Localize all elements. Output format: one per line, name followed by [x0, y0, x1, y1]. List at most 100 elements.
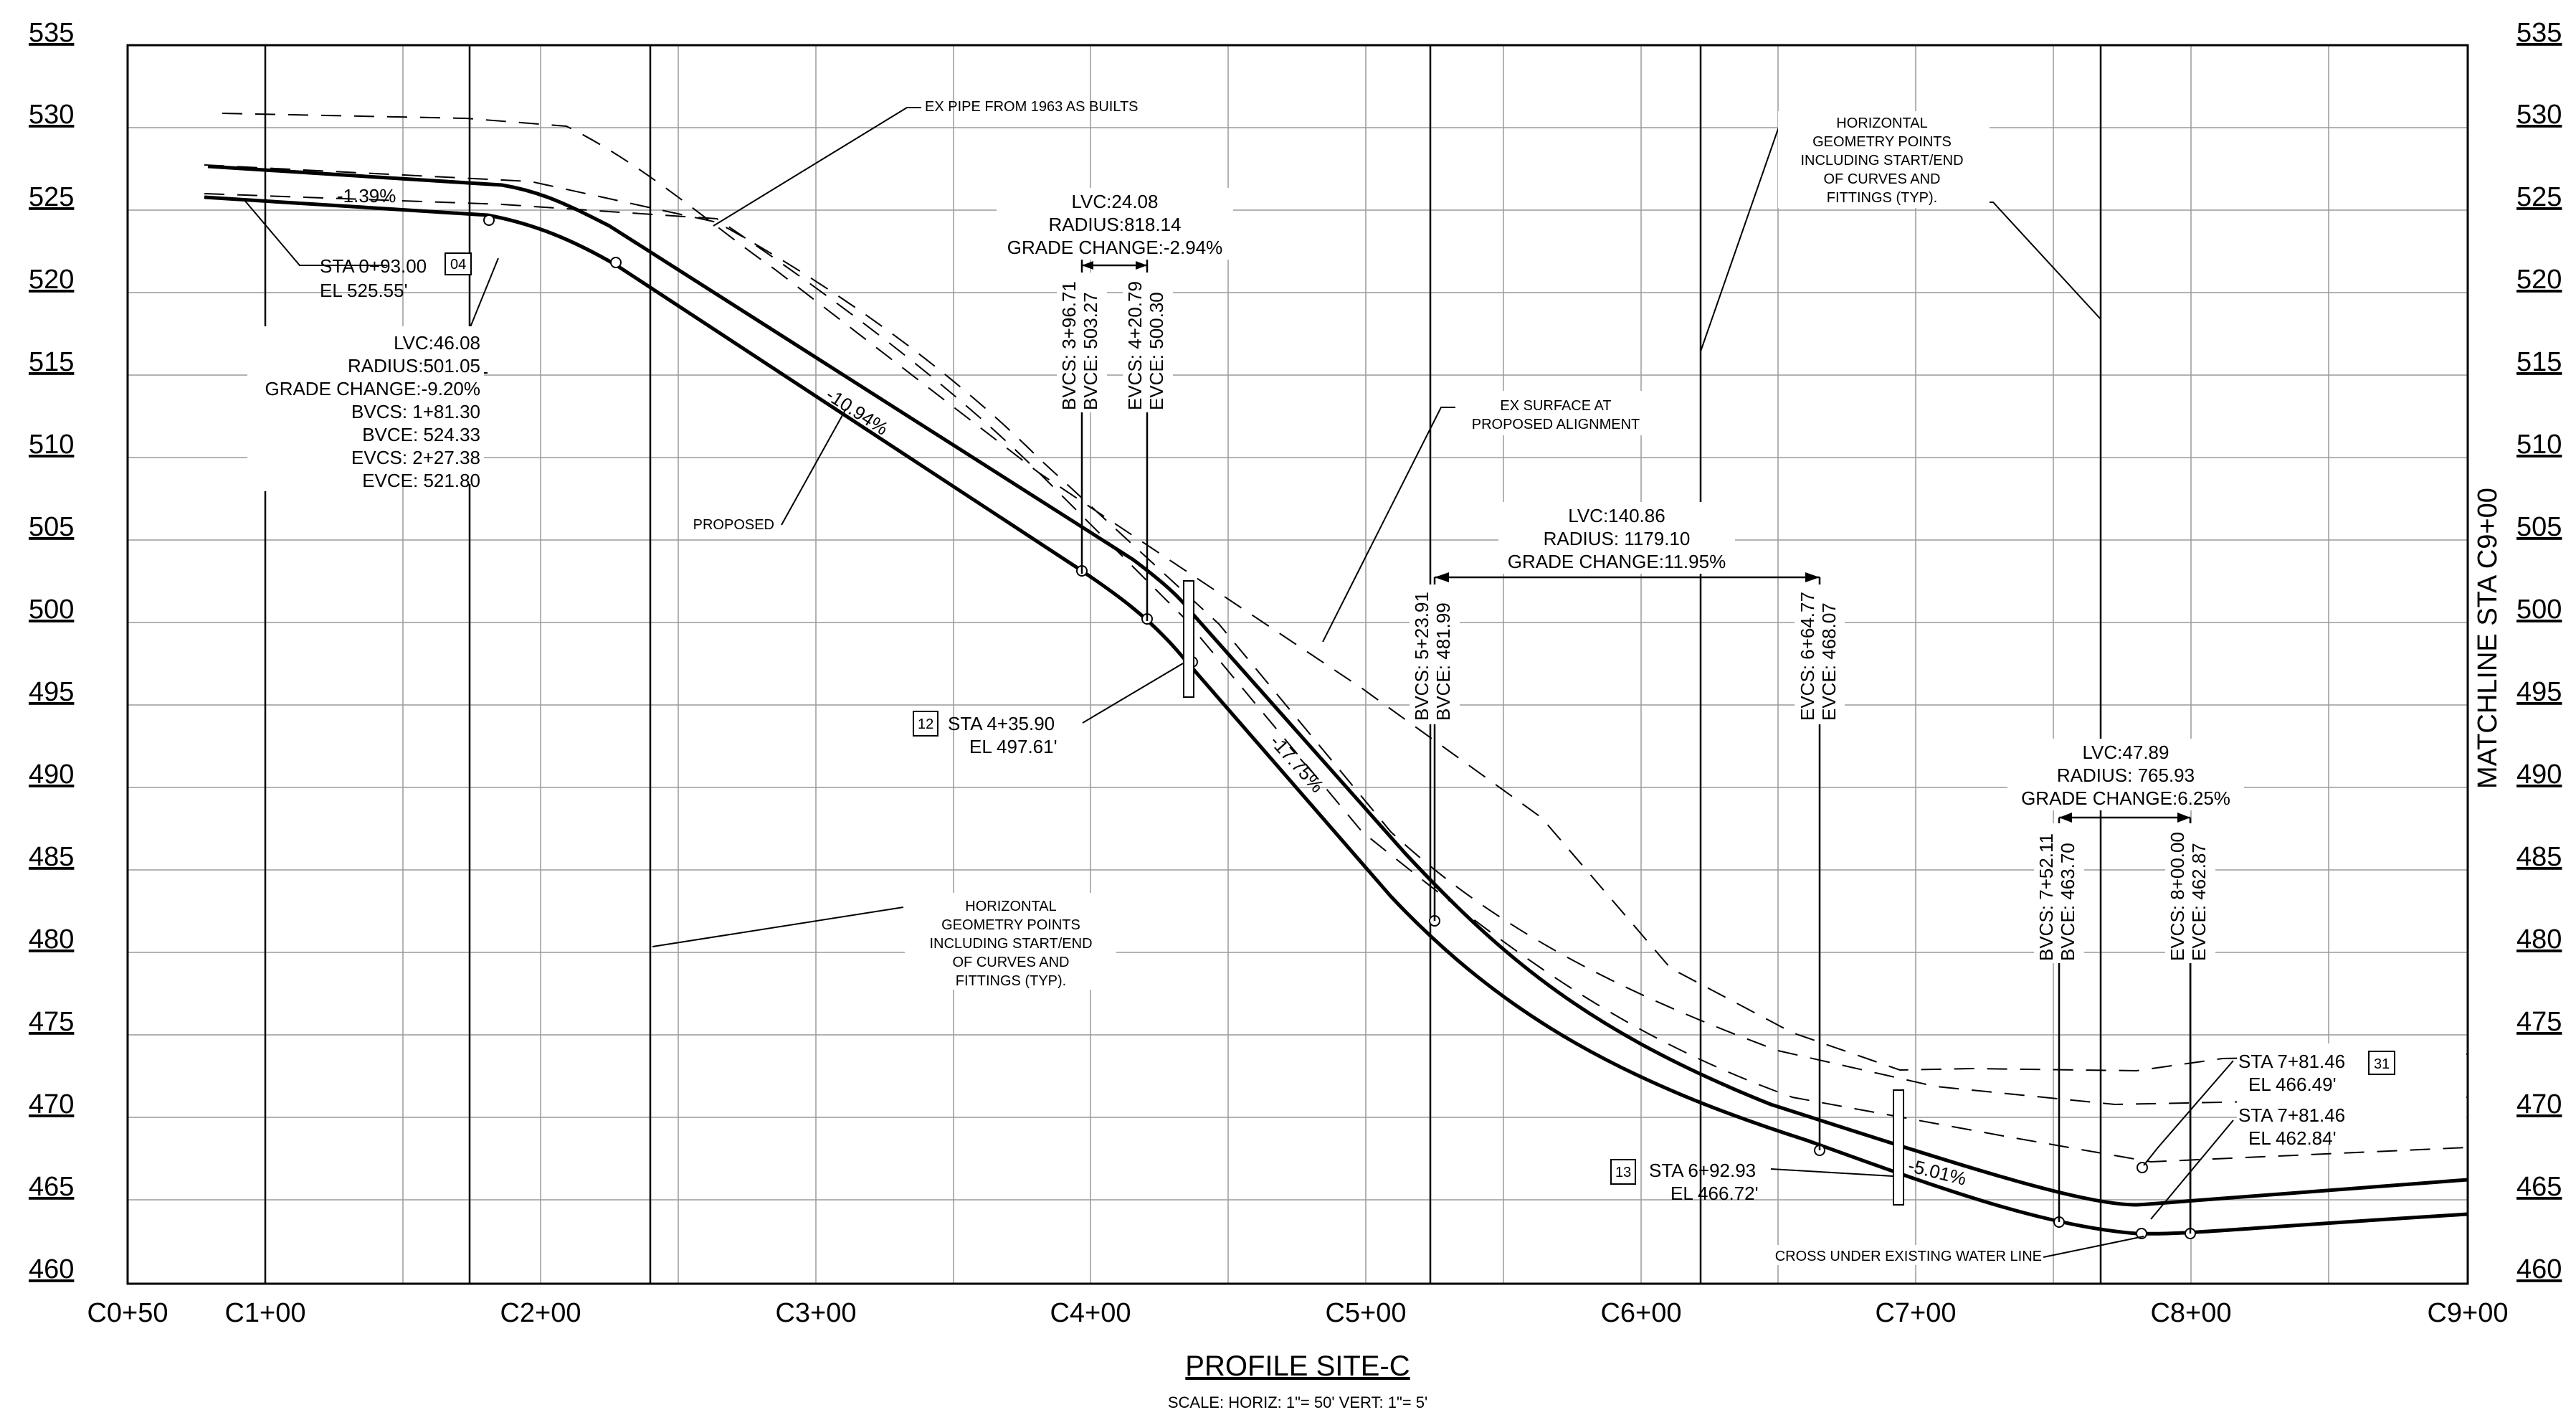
elev-500-left: 500	[29, 595, 74, 625]
vc2-evcs: EVCS: 4+20.79	[1124, 281, 1146, 410]
elev-535-right: 535	[2516, 18, 2562, 48]
callout-ex-surface: EX SURFACE AT PROPOSED ALIGNMENT	[1322, 391, 1656, 643]
station-c5-00: C5+00	[1325, 1298, 1406, 1328]
vc1-line-6: EVCS: 2+27.38	[351, 447, 480, 468]
horiz-top-line-5: FITTINGS (TYP).	[1827, 190, 1937, 206]
elev-475-right: 475	[2516, 1007, 2562, 1037]
station-c2-00: C2+00	[500, 1298, 581, 1328]
callout-sta-7-81: STA 7+81.46 31 EL 466.49' STA 7+81.46 EL…	[2143, 1043, 2466, 1220]
vc4-bvcs: BVCS: 7+52.11	[2035, 833, 2057, 961]
vc4-line-2: RADIUS: 765.93	[2057, 764, 2195, 786]
existing-profiles	[204, 113, 2468, 1163]
vc2-line-2: RADIUS:818.14	[1049, 214, 1182, 235]
vc4-evcs: EVCS: 8+00.00	[2167, 832, 2188, 961]
elev-535-left: 535	[29, 18, 74, 48]
cross-under-label: CROSS UNDER EXISTING WATER LINE	[1775, 1249, 2042, 1264]
elev-485-right: 485	[2516, 842, 2562, 872]
station-c4-00: C4+00	[1050, 1298, 1131, 1328]
callout-sta-0-93: STA 0+93.00 04 EL 525.55'	[243, 199, 472, 301]
vc2-evce: EVCE: 500.30	[1146, 292, 1167, 410]
callout-ex-pipe: EX PIPE FROM 1963 AS BUILTS	[713, 99, 1139, 227]
elev-500-right: 500	[2516, 595, 2562, 625]
sta-7-81-label-b: STA 7+81.46	[2238, 1104, 2345, 1126]
elev-505-left: 505	[29, 512, 74, 542]
elev-515-right: 515	[2516, 347, 2562, 377]
callout-proposed: PROPOSED	[693, 408, 847, 533]
sta-0-93-el: EL 525.55'	[320, 280, 408, 301]
station-c0-50: C0+50	[87, 1298, 168, 1328]
elev-515-left: 515	[29, 347, 74, 377]
profile-title: PROFILE SITE-C	[1185, 1350, 1410, 1382]
elev-480-left: 480	[29, 924, 74, 955]
vc3-evce: EVCE: 468.07	[1818, 602, 1840, 721]
proposed-pipe-top	[207, 164, 2468, 1207]
vc1-line-1: LVC:46.08	[394, 332, 480, 354]
station-labels: C0+50 C1+00 C2+00 C3+00 C4+00 C5+00 C6+0…	[87, 1298, 2508, 1328]
vc2-line-1: LVC:24.08	[1072, 191, 1159, 212]
vc2-bvce: BVCE: 503.27	[1080, 292, 1101, 410]
elev-465-left: 465	[29, 1172, 74, 1202]
ex-surface-line-2: PROPOSED ALIGNMENT	[1472, 417, 1640, 432]
vc4-line-3: GRADE CHANGE:6.25%	[2021, 787, 2230, 809]
horiz-top-line-4: OF CURVES AND	[1824, 171, 1941, 187]
callout-horizontal-top: HORIZONTAL GEOMETRY POINTS INCLUDING STA…	[1700, 111, 2101, 352]
existing-ground-upper	[222, 113, 2468, 1072]
proposed-pipe-bottom	[204, 195, 2468, 1236]
vc4-evce: EVCE: 462.87	[2188, 843, 2210, 961]
station-c1-00: C1+00	[224, 1298, 305, 1328]
elev-470-right: 470	[2516, 1089, 2562, 1119]
crossing-marker-sta-6-92	[1893, 1089, 1904, 1206]
vc1-line-3: GRADE CHANGE:-9.20%	[265, 378, 480, 399]
station-c8-00: C8+00	[2150, 1298, 2231, 1328]
profile-frame	[126, 44, 2469, 1285]
elevation-scale-left: 535 530 525 520 515 510 505 500 495 490 …	[29, 18, 74, 1284]
horiz-bottom-line-4: OF CURVES AND	[953, 955, 1070, 970]
vc2-line-3: GRADE CHANGE:-2.94%	[1007, 237, 1223, 258]
elev-520-left: 520	[29, 265, 74, 295]
vc3-line-1: LVC:140.86	[1568, 505, 1665, 526]
station-c3-00: C3+00	[775, 1298, 856, 1328]
tag-12: 12	[918, 716, 933, 732]
existing-pipe-1963	[204, 164, 2468, 1106]
elev-525-right: 525	[2516, 182, 2562, 212]
sta-7-81-el-b: EL 462.84'	[2248, 1127, 2337, 1149]
callout-cross-under: CROSS UNDER EXISTING WATER LINE	[1749, 1236, 2144, 1265]
profile-nodes	[483, 214, 2196, 1239]
tag-13: 13	[1615, 1165, 1631, 1180]
sta-6-92-label: STA 6+92.93	[1649, 1160, 1756, 1181]
elev-510-left: 510	[29, 430, 74, 460]
vc4-line-1: LVC:47.89	[2083, 742, 2169, 763]
horiz-bottom-line-3: INCLUDING START/END	[929, 936, 1092, 952]
grade-label-1: -1.39%	[337, 185, 396, 207]
horiz-top-line-3: INCLUDING START/END	[1800, 153, 1963, 169]
elev-460-left: 460	[29, 1254, 74, 1284]
vc1-line-4: BVCS: 1+81.30	[351, 401, 480, 422]
elev-485-left: 485	[29, 842, 74, 872]
elev-530-right: 530	[2516, 100, 2562, 130]
vc4-block: LVC:47.89 RADIUS: 765.93 GRADE CHANGE:6.…	[2007, 739, 2244, 1234]
elevation-scale-right: 535 530 525 520 515 510 505 500 495 490 …	[2516, 18, 2562, 1284]
ex-pipe-label: EX PIPE FROM 1963 AS BUILTS	[925, 99, 1139, 115]
vc1-block: LVC:46.08 RADIUS:501.05 GRADE CHANGE:-9.…	[247, 257, 499, 491]
proposed-label: PROPOSED	[693, 517, 774, 533]
elev-495-left: 495	[29, 677, 74, 707]
station-c7-00: C7+00	[1875, 1298, 1956, 1328]
horiz-bottom-line-5: FITTINGS (TYP).	[956, 973, 1066, 989]
grade-label-2: -10.94%	[822, 384, 893, 440]
vc2-bvcs: BVCS: 3+96.71	[1058, 281, 1080, 410]
elev-490-left: 490	[29, 759, 74, 790]
elev-530-left: 530	[29, 100, 74, 130]
grid	[128, 45, 2468, 1284]
profile-scale: SCALE: HORIZ: 1"= 50' VERT: 1"= 5'	[1168, 1393, 1427, 1411]
vc3-bvcs: BVCS: 5+23.91	[1411, 592, 1432, 721]
vc1-line-5: BVCE: 524.33	[362, 424, 480, 445]
vc1-line-7: EVCE: 521.80	[362, 470, 480, 491]
matchline-label: MATCHLINE STA C9+00	[2473, 488, 2503, 789]
elev-525-left: 525	[29, 182, 74, 212]
elev-490-right: 490	[2516, 759, 2562, 790]
elev-495-right: 495	[2516, 677, 2562, 707]
vc3-block: LVC:140.86 RADIUS: 1179.10 GRADE CHANGE:…	[1410, 502, 1845, 1150]
callout-sta-4-35: 12 STA 4+35.90 EL 497.61'	[913, 663, 1184, 757]
callout-sta-6-92: 13 STA 6+92.93 EL 466.72'	[1610, 1159, 1893, 1204]
